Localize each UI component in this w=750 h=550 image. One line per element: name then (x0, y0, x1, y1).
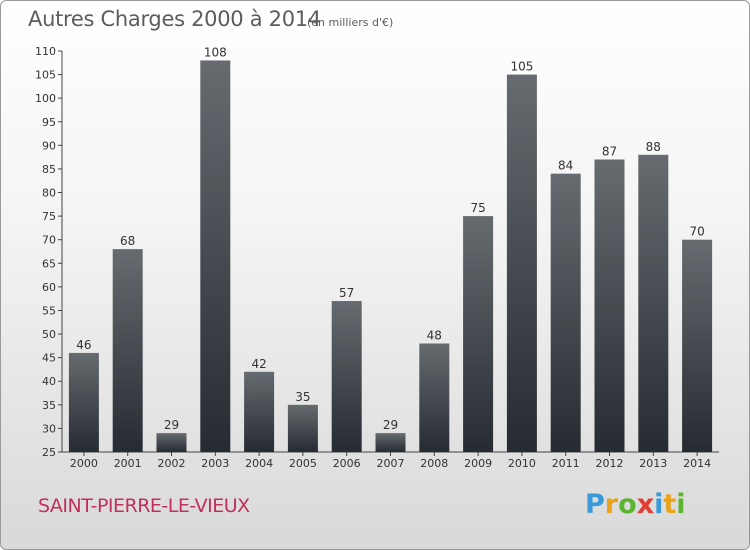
y-tick-label: 45 (42, 352, 56, 365)
x-tick-label: 2000 (70, 457, 98, 470)
logo-letter: x (636, 489, 655, 520)
value-label-2010: 105 (510, 60, 533, 74)
y-tick-label: 95 (42, 116, 56, 129)
x-tick-label: 2006 (333, 457, 361, 470)
value-label-2001: 68 (120, 234, 135, 248)
y-tick-label: 80 (42, 187, 56, 200)
bar-2006 (331, 301, 362, 452)
value-label-2005: 35 (295, 390, 310, 404)
bar-2014 (682, 239, 713, 452)
y-tick-label: 70 (42, 234, 56, 247)
bar-2009 (463, 216, 494, 452)
value-label-2008: 48 (427, 328, 442, 342)
bar-2003 (200, 60, 231, 452)
x-tick-label: 2004 (245, 457, 273, 470)
y-tick-label: 90 (42, 139, 56, 152)
bar-2000 (68, 352, 99, 452)
y-tick-label: 55 (42, 304, 56, 317)
bar-2002 (156, 433, 187, 452)
value-label-2013: 88 (646, 140, 661, 154)
y-tick-label: 105 (35, 69, 56, 82)
value-label-2012: 87 (602, 145, 617, 159)
bar-2007 (375, 433, 406, 452)
y-tick-label: 75 (42, 210, 56, 223)
x-tick-label: 2008 (420, 457, 448, 470)
value-labels: 46 68 29 108 42 35 57 29 48 75 105 84 87 88 70 (76, 45, 704, 432)
logo-letter: t (663, 489, 677, 520)
value-label-2004: 42 (251, 357, 266, 371)
y-tick-label: 50 (42, 328, 56, 341)
y-tick-label: 100 (35, 92, 56, 105)
x-tick-label: 2007 (377, 457, 405, 470)
bar-2011 (550, 173, 581, 453)
logo-letter: o (618, 489, 637, 520)
bar-2013 (638, 154, 669, 452)
logo-letter: r (604, 489, 619, 520)
bar-2012 (594, 159, 625, 452)
logo-letter: i (654, 489, 664, 520)
x-tick-label: 2013 (639, 457, 667, 470)
bar-2008 (419, 343, 450, 452)
bar-2005 (287, 404, 318, 452)
chart-title: Autres Charges 2000 à 2014 (28, 7, 321, 31)
y-tick-label: 35 (42, 399, 56, 412)
x-tick-label: 2011 (552, 457, 580, 470)
x-tick-label: 2002 (158, 457, 186, 470)
y-tick-label: 65 (42, 257, 56, 270)
logo-letter: P (585, 489, 605, 520)
x-tick-label: 2009 (464, 457, 492, 470)
y-tick-label: 40 (42, 375, 56, 388)
value-label-2007: 29 (383, 418, 398, 432)
x-tick-label: 2010 (508, 457, 536, 470)
y-axis: 25 30 35 40 45 50 55 60 65 70 75 80 85 90 95 100 105 110 (35, 45, 63, 459)
y-tick-label: 60 (42, 281, 56, 294)
bars (68, 60, 713, 453)
x-tick-label: 2001 (114, 457, 142, 470)
value-label-2003: 108 (204, 45, 227, 59)
proxiti-logo: Proxiti (585, 489, 686, 520)
x-tick-label: 2014 (683, 457, 711, 470)
x-tick-label: 2012 (596, 457, 624, 470)
y-tick-label: 110 (35, 45, 56, 58)
value-label-2011: 84 (558, 159, 573, 173)
bar-2010 (506, 74, 537, 453)
x-tick-label: 2005 (289, 457, 317, 470)
bar-2001 (112, 249, 143, 452)
y-tick-label: 30 (42, 422, 56, 435)
y-tick-label: 85 (42, 163, 56, 176)
value-label-2014: 70 (689, 225, 704, 239)
value-label-2009: 75 (470, 201, 485, 215)
chart-subtitle: (en milliers d'€) (307, 16, 394, 29)
bar-2004 (244, 371, 275, 452)
logo-letter: i (676, 489, 686, 520)
y-tick-label: 25 (42, 446, 56, 459)
value-label-2006: 57 (339, 286, 354, 300)
value-label-2000: 46 (76, 338, 91, 352)
x-tick-label: 2003 (201, 457, 229, 470)
x-axis: 2000 2001 2002 2003 2004 2005 2006 2007 2008 2009… (62, 451, 719, 470)
value-label-2002: 29 (164, 418, 179, 432)
commune-name: SAINT-PIERRE-LE-VIEUX (38, 495, 250, 517)
